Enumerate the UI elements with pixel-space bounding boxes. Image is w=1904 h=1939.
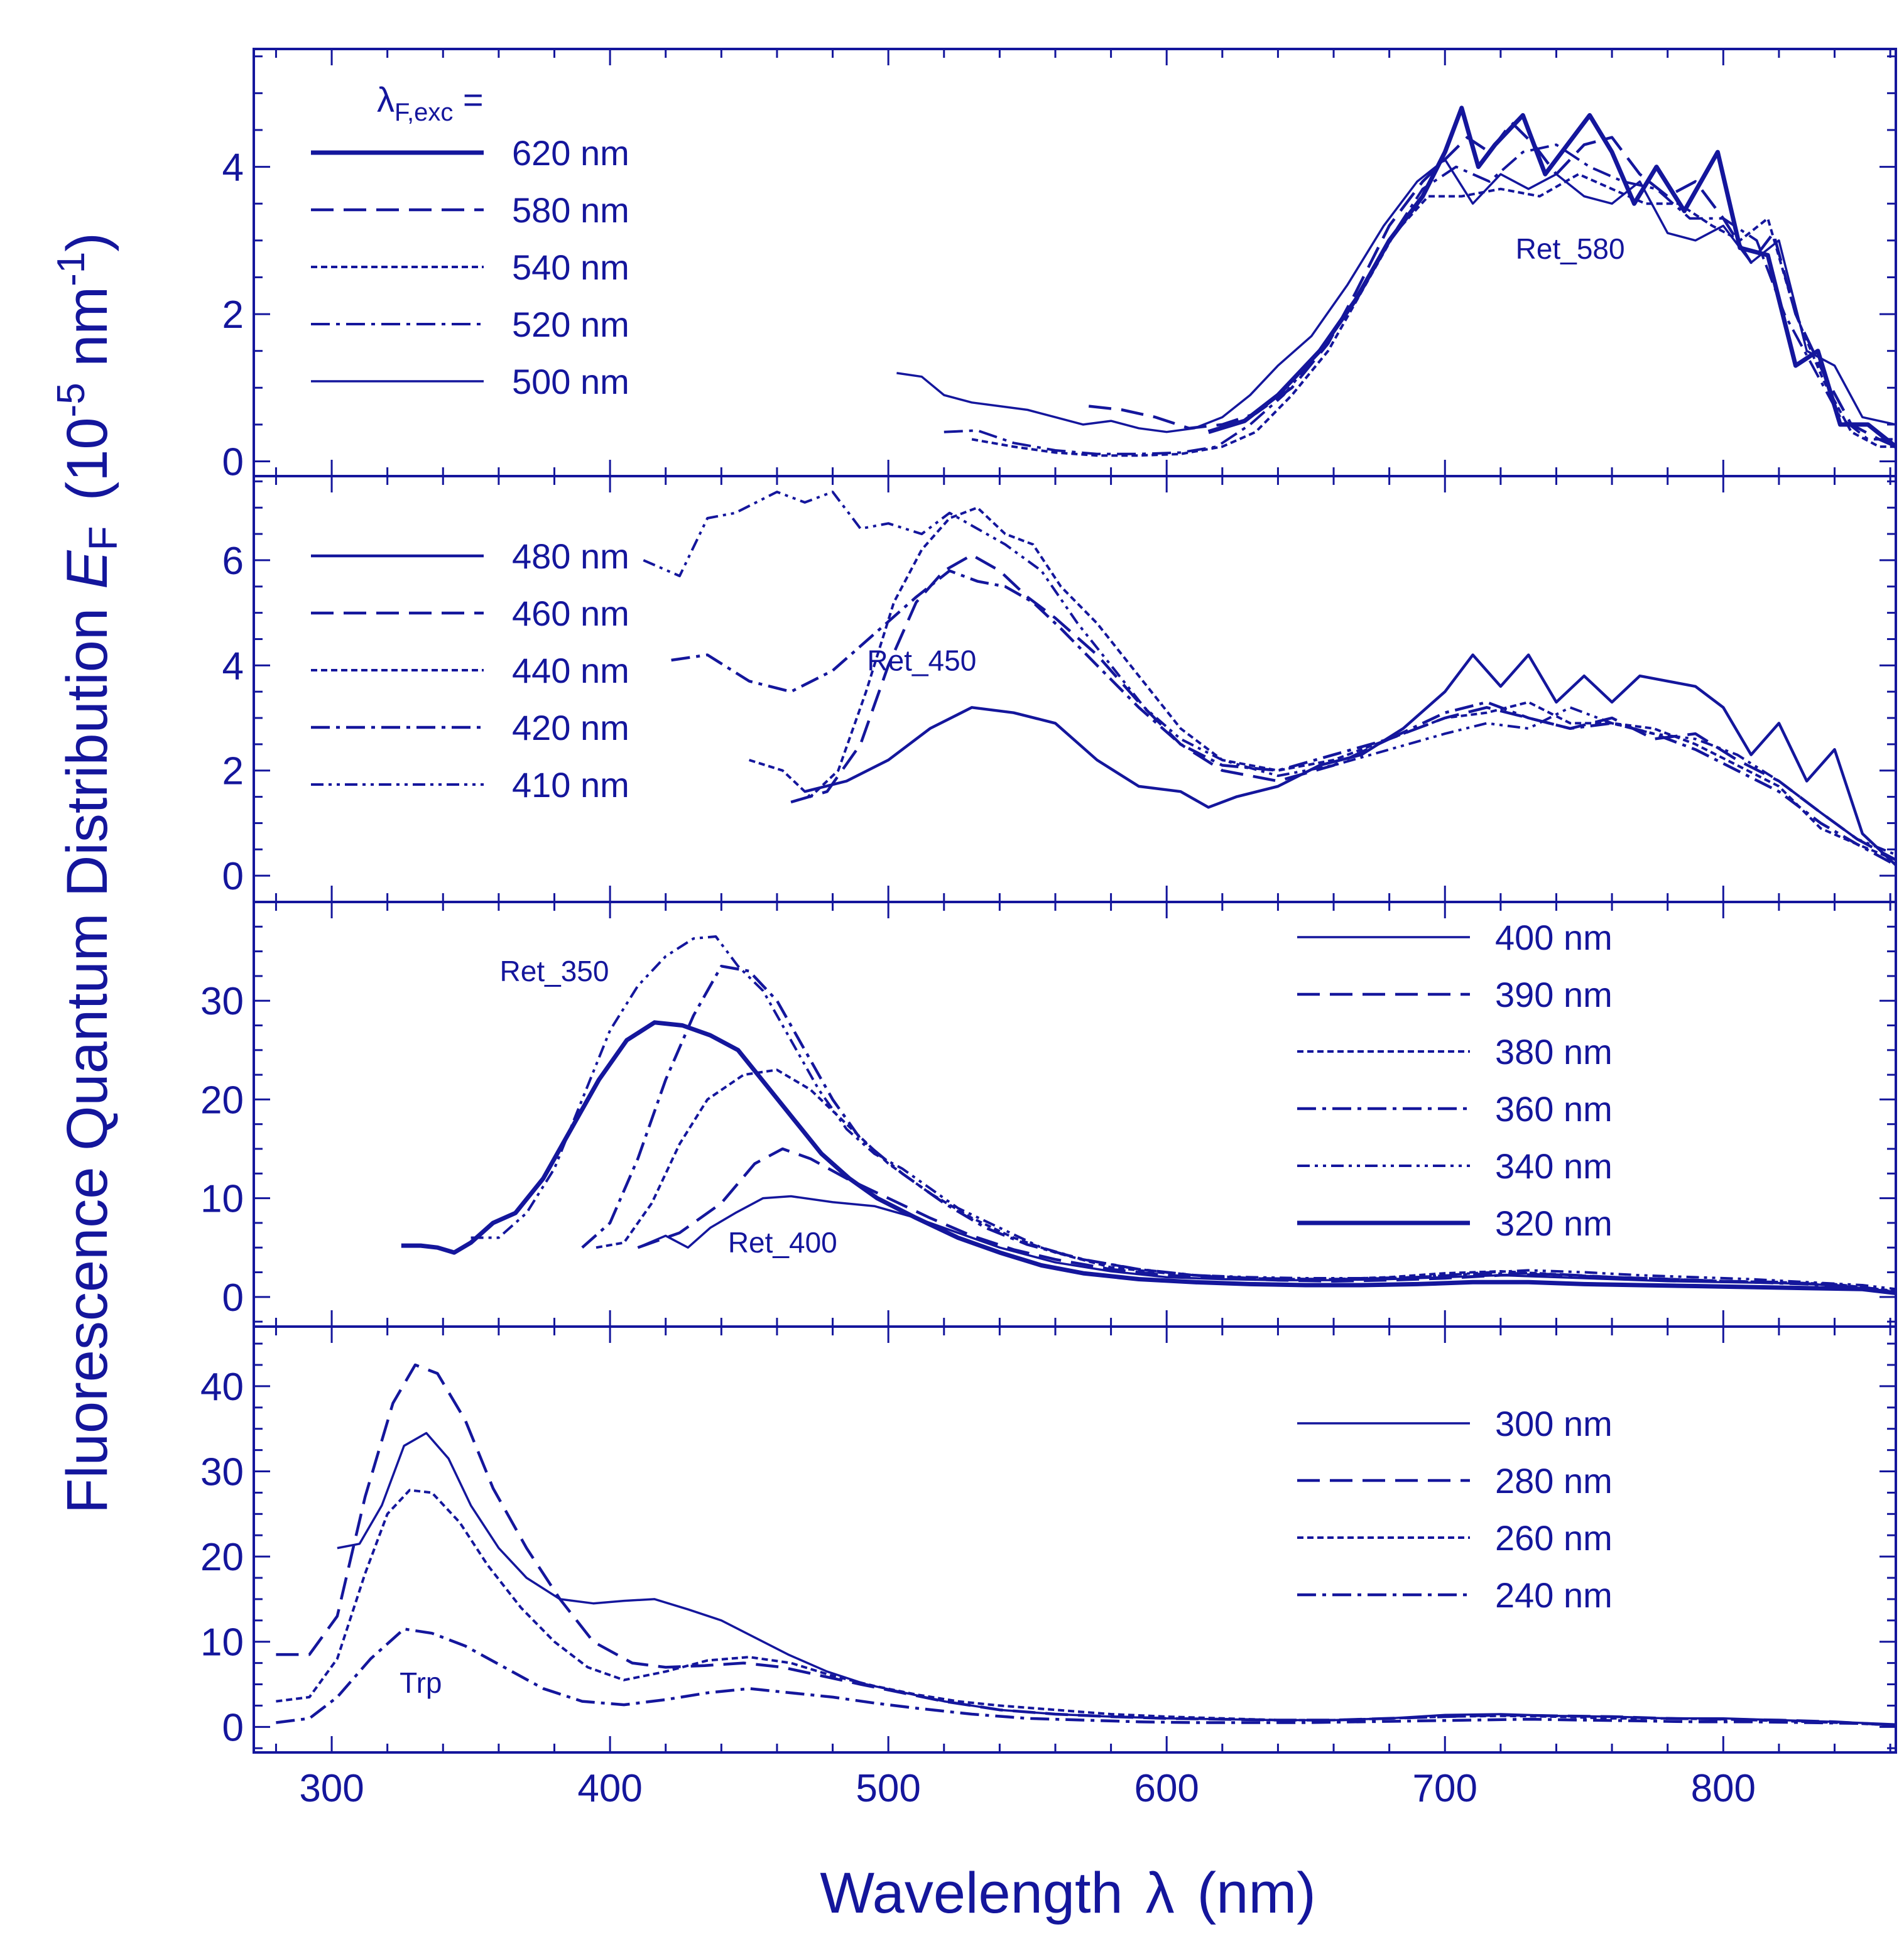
x-axis-symbol: λ <box>1146 1861 1175 1925</box>
legend-label-520-nm: 520 nm <box>512 305 629 344</box>
y-tick-label-second: 4 <box>222 644 244 688</box>
legend-label-410-nm: 410 nm <box>512 765 629 805</box>
series-line-second-420-nm <box>671 569 1897 867</box>
series-line-third-320-nm <box>401 1020 1896 1295</box>
x-axis-title: Wavelength λ (nm) <box>820 1861 1316 1925</box>
annotation-ret-350: Ret_350 <box>500 955 609 987</box>
x-tick-label: 700 <box>1413 1767 1477 1810</box>
annotation-trp: Trp <box>400 1666 442 1699</box>
legend-header-sub: F,exc <box>394 99 453 126</box>
x-tick-label: 400 <box>577 1767 642 1810</box>
series-line-third-360-nm <box>581 964 1896 1294</box>
legend-label-390-nm: 390 nm <box>1495 975 1613 1014</box>
legend-label-360-nm: 360 nm <box>1495 1089 1613 1129</box>
y-tick-label-second: 6 <box>222 540 244 583</box>
y-axis-title: Fluorescence Quantum Distribution EF (10-5… <box>50 232 126 1514</box>
y-axis-units-exp: -5 <box>50 383 93 417</box>
y-tick-label-bottom: 0 <box>222 1706 244 1749</box>
y-tick-label-bottom: 30 <box>200 1451 244 1494</box>
panel-bottom: 0 10 20 30 40 Trp 300 nm 280 nm 260 nm 240 nm 300 4… <box>200 1325 1897 1810</box>
series-line-second-480-nm <box>804 653 1897 867</box>
series-line-third-400-nm <box>637 1195 1896 1293</box>
series-line-top-520-nm <box>944 143 1896 455</box>
legend-label-280-nm: 280 nm <box>1495 1461 1613 1501</box>
series-line-third-340-nm <box>471 935 1896 1291</box>
y-tick-label-bottom: 10 <box>200 1621 244 1665</box>
legend-label-260-nm: 260 nm <box>1495 1518 1613 1558</box>
legend-top: λF,exc = 620 nm 580 nm 540 nm 520 nm 500 nm <box>311 80 629 401</box>
y-axis-title-text: Fluorescence Quantum Distribution <box>55 608 119 1514</box>
series-line-bottom-240-nm <box>276 1627 1896 1727</box>
y-tick-label-second: 0 <box>222 855 244 898</box>
legend-header: λF,exc = <box>377 80 484 126</box>
series-line-bottom-280-nm <box>276 1363 1896 1727</box>
legend-header-eq: = <box>453 80 483 119</box>
series-line-top-580-nm <box>1088 121 1896 448</box>
y-axis-subscript: F <box>80 526 126 550</box>
y-tick-label-third: 30 <box>200 980 244 1023</box>
x-axis-title-text: Wavelength <box>820 1861 1123 1925</box>
y-tick-label-third: 20 <box>200 1078 244 1122</box>
y-axis-units-open: (10 <box>55 417 119 501</box>
series-line-top-540-nm <box>971 173 1896 457</box>
legend-label-480-nm: 480 nm <box>512 536 629 576</box>
legend-second: 480 nm 460 nm 440 nm 420 nm 410 nm <box>311 536 629 805</box>
annotation-ret-400: Ret_400 <box>728 1226 837 1259</box>
y-axis-symbol: E <box>55 550 119 589</box>
legend-label-340-nm: 340 nm <box>1495 1146 1613 1186</box>
annotation-ret-580: Ret_580 <box>1516 232 1625 265</box>
x-tick-label: 500 <box>856 1767 920 1810</box>
legend-label-440-nm: 440 nm <box>512 651 629 690</box>
legend-label-500-nm: 500 nm <box>512 362 629 401</box>
x-axis-unit: (nm) <box>1197 1861 1316 1925</box>
x-tick-label: 800 <box>1691 1767 1756 1810</box>
x-tick-label: 300 <box>299 1767 364 1810</box>
series-line-second-460-nm <box>790 553 1897 861</box>
x-tick-label: 600 <box>1134 1767 1199 1810</box>
y-axis-units-exp2: -1 <box>50 252 93 286</box>
legend-label-620-nm: 620 nm <box>512 133 629 173</box>
series-line-top-500-nm <box>896 158 1896 433</box>
legend-label-580-nm: 580 nm <box>512 190 629 230</box>
legend-label-400-nm: 400 nm <box>1495 918 1613 957</box>
y-tick-label-third: 10 <box>200 1178 244 1221</box>
annotation-ret-450: Ret_450 <box>867 644 976 677</box>
y-tick-label-top: 4 <box>222 146 244 190</box>
y-tick-label-top: 0 <box>222 441 244 484</box>
legend-label-320-nm: 320 nm <box>1495 1203 1613 1243</box>
legend-label-240-nm: 240 nm <box>1495 1575 1613 1615</box>
y-tick-label-bottom: 20 <box>200 1536 244 1579</box>
y-tick-label-top: 2 <box>222 293 244 337</box>
panels-group: 0 2 4 Ret_580 λF,exc = 620 nm 580 nm 540 nm 520 … <box>200 48 1898 1810</box>
y-axis-units-close: ) <box>55 232 119 252</box>
legend-label-420-nm: 420 nm <box>512 708 629 747</box>
legend-label-300-nm: 300 nm <box>1495 1404 1613 1443</box>
legend-bottom: 300 nm 280 nm 260 nm 240 nm <box>1297 1404 1613 1615</box>
y-tick-label-bottom: 40 <box>200 1366 244 1409</box>
y-tick-label-third: 0 <box>222 1276 244 1320</box>
legend-third: 400 nm 390 nm 380 nm 360 nm 340 nm 320 nm <box>1297 918 1613 1243</box>
y-tick-label-second: 2 <box>222 750 244 793</box>
series-line-second-410-nm <box>643 491 1896 856</box>
series-line-bottom-260-nm <box>276 1489 1896 1727</box>
legend-header-symbol: λ <box>377 80 394 119</box>
legend-label-460-nm: 460 nm <box>512 594 629 633</box>
panel-frame-bottom <box>253 1325 1897 1754</box>
legend-label-540-nm: 540 nm <box>512 247 629 287</box>
panel-second: 0 2 4 6 Ret_450 480 nm 460 nm 440 nm 420 nm 410 n… <box>222 475 1897 903</box>
y-axis-units-nm: nm <box>55 286 119 383</box>
legend-label-380-nm: 380 nm <box>1495 1032 1613 1072</box>
